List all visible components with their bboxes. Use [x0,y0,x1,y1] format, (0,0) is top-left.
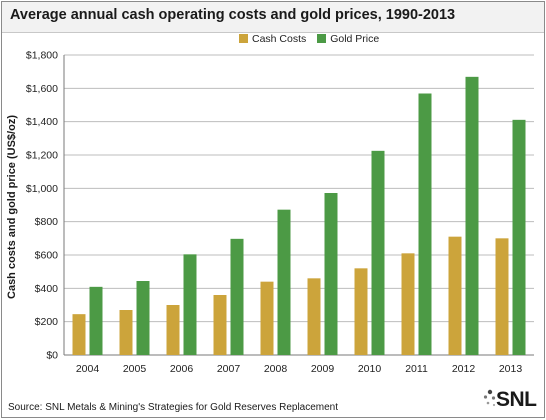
y-tick-label: $400 [35,283,59,295]
x-tick-label: 2008 [264,363,288,375]
legend-item-cash-costs: Cash Costs [239,33,306,45]
bar-gold-price [89,286,103,355]
x-tick-label: 2010 [358,363,382,375]
logo-dots-icon [483,389,496,407]
snl-logo: SNL [482,386,540,414]
y-tick-label: $1,800 [26,50,58,62]
bar-cash-costs [119,310,133,355]
bar-gold-price [277,209,291,355]
bar-cash-costs [448,236,462,355]
bar-gold-price [136,281,150,355]
x-tick-label: 2011 [405,363,428,375]
y-tick-label: $200 [35,316,59,328]
bar-gold-price [512,119,526,355]
y-tick-label: $1,000 [26,183,58,195]
bar-gold-price [371,150,385,355]
y-tick-label: $1,400 [26,116,58,128]
y-tick-label: $800 [35,216,59,228]
x-tick-label: 2013 [499,363,523,375]
legend: Cash Costs Gold Price [239,33,387,47]
bar-cash-costs [72,314,86,355]
y-tick-label: $600 [35,250,59,262]
bar-gold-price [230,238,244,355]
bar-gold-price [324,193,338,355]
x-tick-label: 2004 [76,363,100,375]
x-tick-label: 2005 [123,363,147,375]
x-tick-label: 2006 [170,363,194,375]
y-tick-label: $1,600 [26,83,58,95]
bar-cash-costs [401,253,415,355]
x-tick-label: 2009 [311,363,335,375]
x-tick-label: 2007 [217,363,241,375]
chart-title: Average annual cash operating costs and … [10,7,456,23]
title-bar: Average annual cash operating costs and … [2,2,544,33]
bar-cash-costs [354,268,368,355]
legend-item-gold-price: Gold Price [317,33,379,45]
bar-gold-price [418,93,432,355]
logo-text: SNL [496,388,537,411]
legend-swatch-gold-price [317,34,327,43]
y-tick-label: $0 [46,350,58,362]
bar-gold-price [465,76,479,355]
bar-gold-price [183,254,197,355]
legend-label-gold-price: Gold Price [330,33,380,45]
bar-cash-costs [495,238,509,355]
legend-swatch-cash-costs [239,34,248,43]
x-tick-label: 2012 [452,363,476,375]
bar-cash-costs [307,278,321,355]
bar-cash-costs [166,305,180,355]
bar-cash-costs [260,281,274,355]
legend-label-cash-costs: Cash Costs [252,33,307,45]
y-tick-label: $1,200 [26,150,58,162]
bar-cash-costs [213,295,227,355]
y-axis-label: Cash costs and gold price (US$/oz) [6,115,18,299]
source-note: Source: SNL Metals & Mining's Strategies… [8,402,339,413]
